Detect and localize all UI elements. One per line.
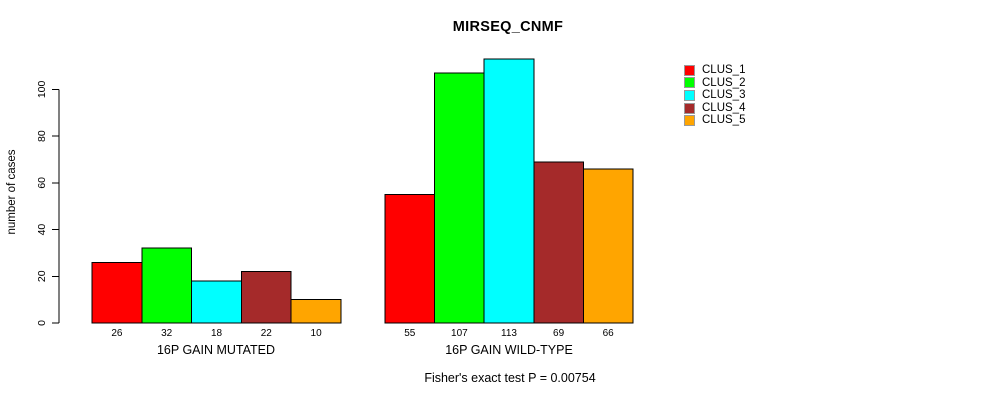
legend-item-clus-1: CLUS_1	[684, 64, 745, 77]
y-tick-label: 60	[36, 177, 48, 189]
bar-group1-clus_5	[290, 299, 342, 324]
bar-group1-clus_1	[91, 261, 143, 324]
legend-swatch-clus-2	[684, 77, 695, 89]
legend-label: CLUS_5	[702, 114, 746, 127]
bar-value-label: 66	[603, 328, 615, 339]
legend-item-clus-3: CLUS_3	[684, 89, 745, 102]
bar-value-label: 18	[211, 328, 223, 339]
bar-value-label: 22	[261, 328, 273, 339]
bar-group2-clus_3	[483, 58, 535, 324]
legend-item-clus-2: CLUS_2	[684, 77, 745, 90]
bar-value-label: 107	[451, 328, 468, 339]
bar-value-label: 69	[553, 328, 565, 339]
legend-swatch-clus-3	[684, 89, 695, 101]
bar-group2-clus_5	[582, 168, 634, 324]
bar-group2-clus_4	[533, 161, 584, 324]
y-tick-label: 80	[36, 130, 48, 142]
y-tick-label: 20	[36, 270, 48, 282]
bar-group1-clus_2	[141, 247, 193, 324]
legend-swatch-clus-4	[684, 102, 695, 114]
bar-value-label: 10	[311, 328, 323, 339]
bar-value-label: 32	[161, 328, 173, 339]
bar-group2-clus_2	[434, 72, 485, 324]
bar-group1-clus_4	[240, 271, 292, 324]
legend-label: CLUS_4	[702, 101, 746, 114]
legend-label: CLUS_2	[702, 76, 746, 89]
fisher-test-annotation: Fisher's exact test P = 0.00754	[424, 371, 596, 385]
y-tick-label: 40	[36, 224, 48, 236]
bar-group2-clus_1	[384, 194, 436, 324]
legend: CLUS_1 CLUS_2 CLUS_3 CLUS_4 CLUS_5	[684, 64, 745, 127]
chart-title: MIRSEQ_CNMF	[452, 19, 564, 35]
y-tick-label: 100	[36, 80, 48, 98]
legend-swatch-clus-5	[684, 115, 695, 127]
x-group-label-wildtype: 16P GAIN WILD-TYPE	[445, 343, 573, 357]
y-tick-label: 0	[36, 320, 48, 326]
bar-group1-clus_3	[191, 280, 242, 324]
bar-value-label: 26	[111, 328, 123, 339]
legend-item-clus-5: CLUS_5	[684, 114, 745, 127]
x-group-label-mutated: 16P GAIN MUTATED	[156, 343, 276, 357]
legend-label: CLUS_3	[702, 89, 746, 102]
legend-item-clus-4: CLUS_4	[684, 102, 745, 115]
legend-label: CLUS_1	[702, 64, 746, 76]
bar-value-label: 113	[501, 328, 517, 339]
bar-value-label: 55	[404, 328, 416, 339]
legend-swatch-clus-1	[684, 64, 695, 76]
